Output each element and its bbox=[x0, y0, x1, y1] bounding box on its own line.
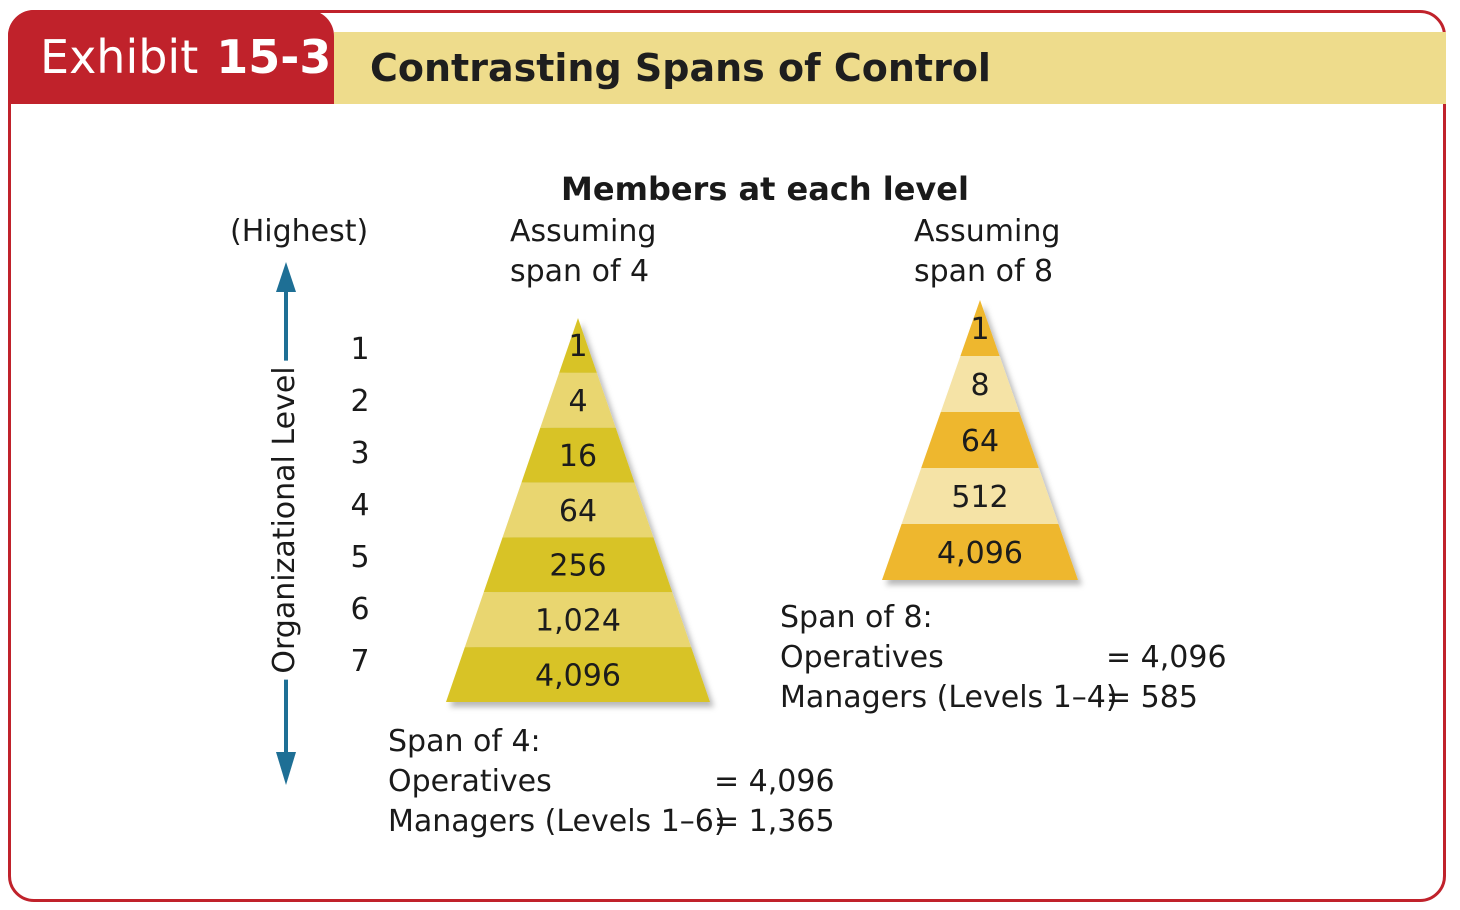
span4-operatives-label: Operatives bbox=[388, 764, 552, 799]
span4-tier-2-label: 4 bbox=[568, 384, 587, 419]
level-number-3: 3 bbox=[350, 436, 370, 471]
span4-tier-3 bbox=[521, 427, 635, 483]
span8-tier-4 bbox=[901, 468, 1059, 524]
span4-managers-value: = 1,365 bbox=[714, 804, 835, 839]
span4-tier-5 bbox=[483, 537, 673, 593]
organizational-level-label: Organizational Level bbox=[267, 360, 302, 680]
exhibit-label: Exhibit bbox=[40, 30, 199, 84]
span8-tier-2 bbox=[940, 356, 1020, 412]
highest-label: (Highest) bbox=[230, 214, 369, 249]
span4-caption-line1: Assuming bbox=[510, 214, 657, 249]
level-number-7: 7 bbox=[350, 644, 370, 679]
span4-tier-1-label: 1 bbox=[568, 329, 587, 364]
span4-tier-7 bbox=[446, 647, 710, 702]
span4-tier-2 bbox=[540, 372, 616, 428]
exhibit-title: Contrasting Spans of Control bbox=[334, 32, 1446, 104]
span8-tier-2-label: 8 bbox=[970, 368, 989, 403]
span8-managers-value: = 585 bbox=[1106, 680, 1198, 715]
span4-tier-1 bbox=[559, 318, 597, 373]
span8-caption-line1: Assuming bbox=[914, 214, 1061, 249]
exhibit-frame bbox=[8, 10, 1446, 902]
span8-operatives-value: = 4,096 bbox=[1106, 640, 1227, 675]
span4-operatives-value: = 4,096 bbox=[714, 764, 835, 799]
span8-tier-1-label: 1 bbox=[970, 312, 989, 347]
span8-caption-line2: span of 8 bbox=[914, 254, 1054, 289]
level-number-5: 5 bbox=[350, 540, 370, 575]
exhibit-tab: Exhibit 15-3 bbox=[8, 10, 334, 104]
pyramid-span-4: 1 4 16 64 256 1,024 4,096 bbox=[446, 318, 710, 702]
level-number-1: 1 bbox=[350, 332, 370, 367]
span8-summary-title: Span of 8: bbox=[780, 600, 933, 635]
level-number-2: 2 bbox=[350, 384, 370, 419]
level-number-6: 6 bbox=[350, 592, 370, 627]
span4-tier-7-label: 4,096 bbox=[535, 658, 621, 693]
span8-tier-3-label: 64 bbox=[961, 424, 999, 459]
span4-tier-6 bbox=[464, 592, 692, 648]
pyramid-span-8: 1 8 64 512 4,096 bbox=[882, 300, 1078, 580]
span8-operatives-label: Operatives bbox=[780, 640, 944, 675]
span8-tier-5-label: 4,096 bbox=[937, 536, 1023, 571]
span8-managers-label: Managers (Levels 1–4) bbox=[780, 680, 1118, 715]
span4-tier-3-label: 16 bbox=[559, 439, 597, 474]
arrow-down-head bbox=[276, 752, 296, 785]
span8-tier-1 bbox=[960, 300, 1000, 356]
level-number-4: 4 bbox=[350, 488, 370, 523]
span4-tier-5-label: 256 bbox=[549, 549, 606, 584]
span4-summary-title: Span of 4: bbox=[388, 724, 541, 759]
span8-tier-4-label: 512 bbox=[951, 480, 1008, 515]
exhibit-number: 15-3 bbox=[216, 30, 332, 84]
span4-tier-4-label: 64 bbox=[559, 494, 597, 529]
span4-tier-6-label: 1,024 bbox=[535, 604, 621, 639]
span8-tier-5 bbox=[882, 524, 1078, 580]
span4-caption-line2: span of 4 bbox=[510, 254, 650, 289]
span8-tier-3 bbox=[921, 412, 1039, 468]
span4-managers-label: Managers (Levels 1–6) bbox=[388, 804, 726, 839]
arrow-up-head bbox=[276, 262, 296, 292]
span4-tier-4 bbox=[502, 482, 654, 538]
diagram-heading: Members at each level bbox=[561, 170, 969, 208]
